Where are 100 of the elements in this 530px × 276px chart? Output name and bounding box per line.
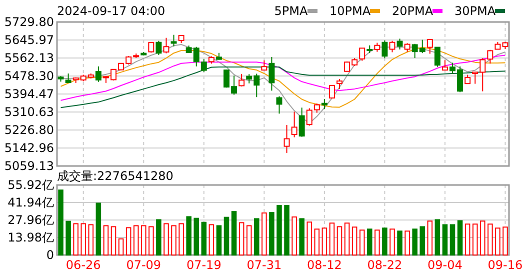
x-tick-label: 08-12 [306, 258, 342, 272]
bar [457, 220, 463, 256]
bar [118, 238, 124, 256]
candlestick [95, 66, 102, 82]
candlestick [238, 73, 245, 87]
bar [216, 225, 222, 256]
y-tick-label: 0 [46, 248, 54, 262]
candlestick [261, 60, 268, 71]
y-tick-label: 5394.47 [4, 87, 54, 102]
bar [262, 212, 267, 256]
bar [269, 212, 274, 256]
y-tick-label: 5226.80 [4, 123, 54, 138]
y-tick-label: 41.94亿 [8, 196, 54, 210]
bar [420, 226, 426, 256]
candlestick [170, 34, 177, 47]
bar [201, 222, 207, 256]
bar [488, 224, 493, 256]
candlestick [374, 42, 380, 52]
candlestick [163, 37, 170, 54]
x-tick-label: 07-31 [246, 258, 282, 272]
bar [450, 224, 456, 256]
y-tick-label: 13.98亿 [8, 230, 54, 245]
candlestick [426, 38, 433, 54]
bar [366, 228, 372, 256]
bar [58, 190, 64, 256]
bar [390, 228, 395, 256]
y-tick-label: 27.96亿 [8, 213, 54, 228]
candlestick [65, 72, 72, 84]
y-tick-label: 55.92亿 [8, 178, 54, 192]
candlestick [389, 40, 396, 53]
candlestick [291, 111, 298, 138]
bar [329, 222, 335, 256]
y-tick-label: 5729.80 [4, 15, 54, 30]
bar [133, 225, 139, 256]
bar [397, 230, 402, 256]
bar [103, 225, 109, 256]
bar [110, 226, 116, 256]
y-tick-label: 5478.30 [4, 69, 54, 84]
bar [156, 219, 162, 256]
bar [164, 223, 169, 256]
bar [66, 220, 71, 256]
bar [73, 223, 78, 256]
bar [502, 226, 508, 256]
x-tick-label: 06-26 [66, 258, 101, 272]
legend-label: 5PMA [274, 4, 309, 18]
candlestick [434, 46, 440, 68]
bar [284, 205, 290, 256]
bar [344, 222, 350, 256]
bar [374, 230, 380, 256]
bar [224, 216, 230, 256]
bar [464, 224, 470, 256]
bar [314, 228, 320, 256]
bar [231, 211, 237, 256]
candlestick [396, 38, 403, 50]
candlestick [298, 107, 305, 138]
bar [442, 224, 448, 256]
candlestick [382, 40, 388, 59]
bar [299, 218, 304, 256]
bar [404, 230, 410, 256]
bar [208, 224, 214, 256]
bar [495, 228, 500, 256]
bar [178, 223, 184, 256]
x-tick-label: 08-22 [367, 258, 402, 272]
bar [254, 218, 260, 256]
x-tick-label: 07-09 [126, 258, 162, 272]
bar [88, 224, 94, 256]
candlestick [276, 96, 282, 114]
candlestick [284, 124, 290, 154]
legend-label: 10PMA [330, 4, 372, 18]
y-tick-label: 5142.96 [4, 141, 54, 156]
y-tick-label: 5562.13 [4, 51, 54, 66]
bar [292, 216, 297, 256]
bar [96, 202, 102, 256]
bar [276, 205, 282, 256]
chart-title: 成交量:2276541280 [57, 169, 174, 183]
bar [412, 228, 418, 256]
bar [186, 216, 192, 256]
y-tick-label: 5310.63 [4, 105, 54, 120]
candlestick [328, 85, 335, 98]
chart-title: 2024-09-17 04:00 [57, 4, 166, 18]
bar [427, 220, 433, 256]
bar [306, 222, 312, 256]
bar [322, 228, 328, 256]
candlestick [268, 56, 275, 92]
x-tick-label: 09-04 [428, 258, 462, 272]
bar [352, 226, 358, 256]
candlestick [336, 78, 342, 90]
bar [126, 227, 132, 256]
x-tick-label: 07-19 [186, 258, 222, 272]
bar [194, 218, 200, 256]
candlestick [156, 40, 162, 56]
bar [336, 226, 342, 256]
bar [148, 226, 154, 256]
legend-label: 20PMA [392, 4, 434, 18]
bar [382, 228, 388, 256]
bar [238, 222, 244, 256]
bar [472, 224, 478, 256]
bar [80, 223, 86, 256]
bar [171, 225, 176, 256]
bar [140, 225, 146, 256]
